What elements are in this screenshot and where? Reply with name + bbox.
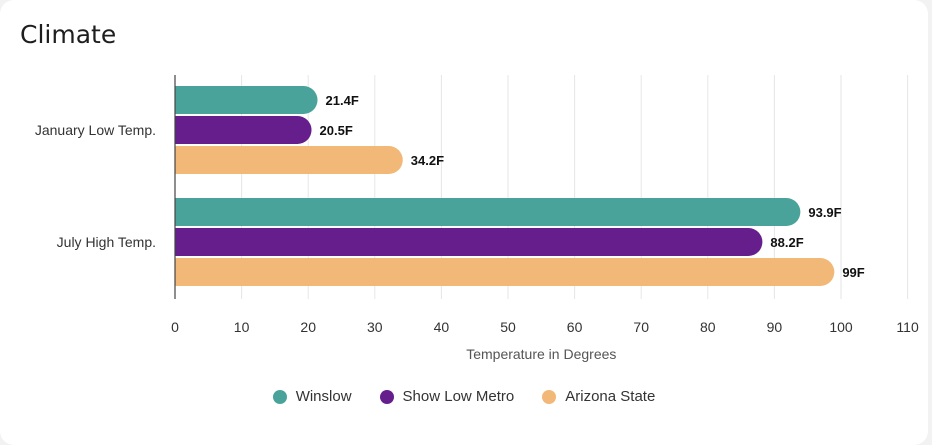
bar <box>175 146 403 174</box>
x-tick-label: 80 <box>700 319 716 335</box>
data-label: 34.2F <box>411 153 444 168</box>
legend-item[interactable]: Arizona State <box>542 388 655 405</box>
data-label: 93.9F <box>808 205 841 220</box>
legend-label: Show Low Metro <box>402 388 515 405</box>
legend-swatch <box>272 389 287 404</box>
x-tick-label: 50 <box>500 319 516 335</box>
x-tick-label: 110 <box>896 319 919 335</box>
bar <box>175 116 312 144</box>
x-tick-label: 60 <box>567 319 583 335</box>
x-tick-label: 0 <box>171 319 179 335</box>
category-label: January Low Temp. <box>35 122 156 138</box>
x-tick-label: 40 <box>434 319 450 335</box>
bar <box>175 198 801 226</box>
bar <box>175 228 763 256</box>
bar <box>175 86 318 115</box>
legend-label: Winslow <box>295 388 352 405</box>
x-tick-label: 20 <box>300 319 316 335</box>
data-label: 20.5F <box>320 123 353 138</box>
legend-item[interactable]: Show Low Metro <box>379 388 515 405</box>
data-label: 88.2F <box>770 235 803 250</box>
x-tick-label: 100 <box>829 319 853 335</box>
x-axis-title: Temperature in Degrees <box>466 346 616 362</box>
chart-legend: Winslow Show Low Metro Arizona State <box>0 388 928 405</box>
data-label: 99F <box>842 265 864 280</box>
data-label: 21.4F <box>326 93 359 108</box>
x-tick-label: 70 <box>633 319 649 335</box>
x-tick-label: 90 <box>767 319 783 335</box>
x-tick-label: 10 <box>234 319 250 335</box>
legend-swatch <box>379 389 394 404</box>
x-tick-label: 30 <box>367 319 383 335</box>
climate-bar-chart: January Low Temp. 21.4F 20.5F 34.2F July Hig… <box>35 75 919 362</box>
category-label: July High Temp. <box>57 234 156 250</box>
card-title: Climate <box>20 20 117 49</box>
bar <box>175 258 835 286</box>
legend-swatch <box>542 389 557 404</box>
legend-item[interactable]: Winslow <box>272 388 352 405</box>
legend-label: Arizona State <box>565 388 656 405</box>
